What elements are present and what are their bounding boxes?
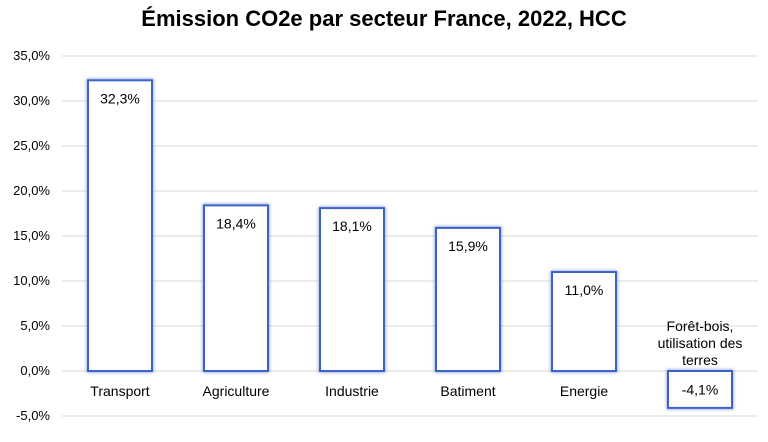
data-label: 18,1% [332, 218, 372, 234]
data-label: 18,4% [216, 215, 256, 231]
category-label: Batiment [440, 383, 495, 399]
category-label: Transport [90, 383, 150, 399]
category-label: Industrie [325, 383, 379, 399]
bar [203, 204, 269, 372]
data-label: 11,0% [565, 282, 604, 298]
category-label: Agriculture [203, 383, 270, 399]
data-label: -4,1% [682, 381, 719, 397]
category-label: Forêt-bois, utilisation des terres [658, 318, 743, 368]
category-label: Energie [560, 383, 608, 399]
y-tick-label: 5,0% [20, 318, 50, 333]
bar [551, 271, 617, 372]
y-tick-label: 10,0% [13, 273, 50, 288]
bar [87, 79, 153, 373]
data-label: 32,3% [100, 90, 140, 106]
bar [667, 370, 733, 409]
y-tick-label: 15,0% [13, 228, 50, 243]
y-tick-label: 30,0% [13, 93, 50, 108]
bar [319, 207, 385, 372]
y-tick-label: -5,0% [16, 408, 50, 423]
y-tick-label: 25,0% [13, 138, 50, 153]
chart-title: Émission CO2e par secteur France, 2022, … [141, 6, 627, 31]
y-tick-label: 0,0% [20, 363, 50, 378]
data-label: 15,9% [448, 238, 488, 254]
bar [435, 226, 501, 372]
y-tick-label: 20,0% [13, 183, 50, 198]
y-tick-label: 35,0% [13, 48, 50, 63]
